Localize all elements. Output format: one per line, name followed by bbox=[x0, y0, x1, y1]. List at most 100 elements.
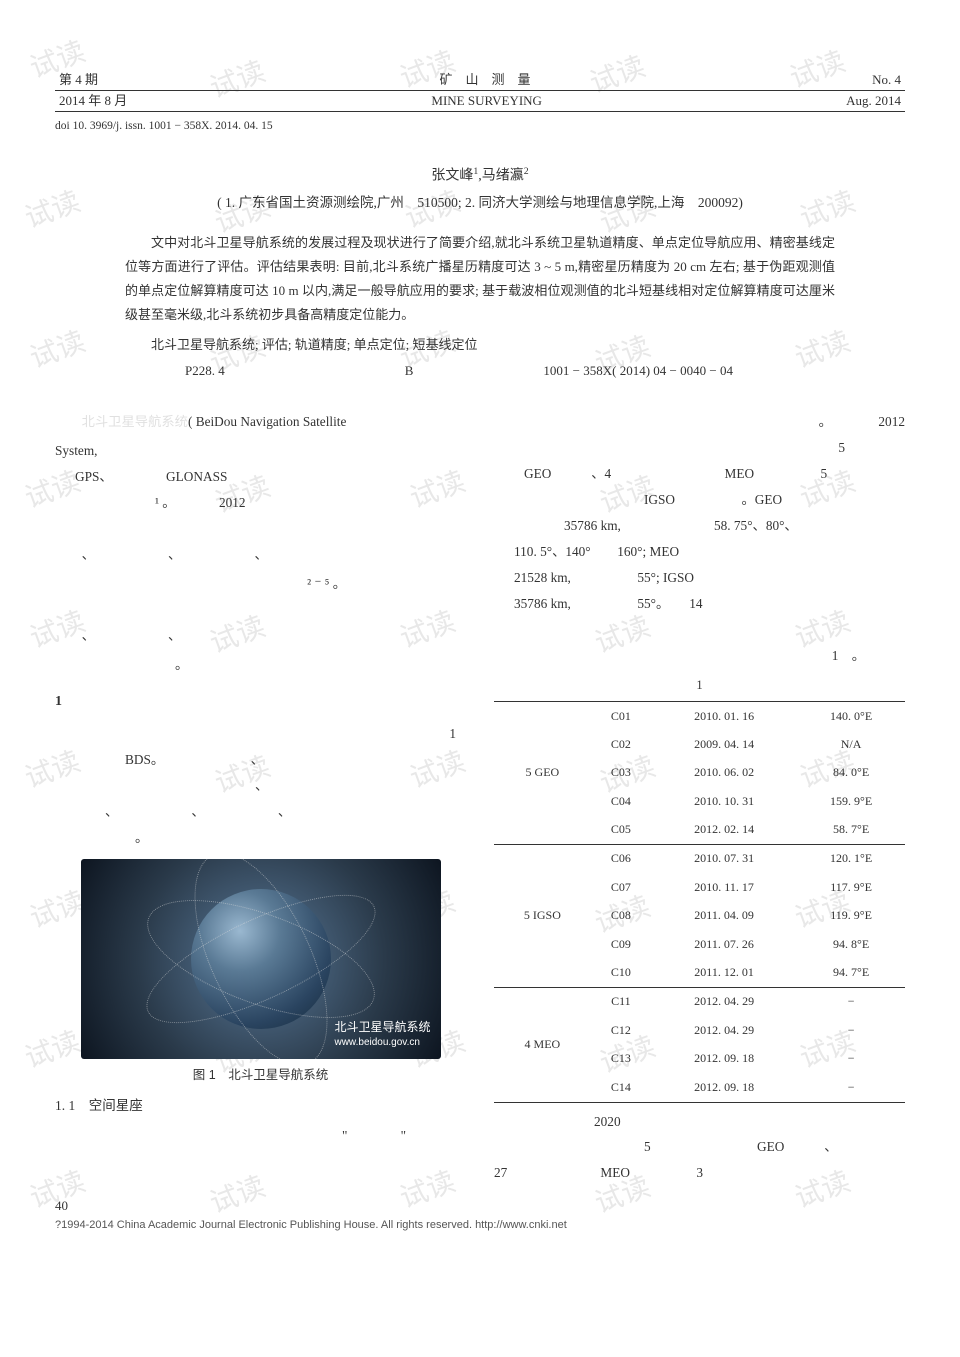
figtext2: www.beidou.gov.cn bbox=[334, 1036, 430, 1049]
para-2012: ¹ 。 2012 bbox=[55, 490, 466, 516]
table-cell: 140. 0°E bbox=[797, 702, 905, 731]
rp9: 1 。 bbox=[494, 643, 905, 669]
page-number: 40 bbox=[55, 1196, 905, 1216]
para-gps: GPS、 GLONASS bbox=[55, 464, 466, 490]
table-cell: 2010. 10. 31 bbox=[651, 787, 797, 815]
doi-line: doi 10. 3969/j. issn. 1001 − 358X. 2014.… bbox=[55, 118, 905, 135]
para-p5: BDS。 、 bbox=[55, 747, 466, 773]
r8: 35786 km, 55°。 14 bbox=[514, 596, 703, 611]
rp2: 5 bbox=[494, 435, 905, 461]
table-cell: C13 bbox=[591, 1045, 651, 1073]
body-columns: 北斗卫星导航系统( BeiDou Navigation Satellite Sy… bbox=[55, 409, 905, 1186]
table-cell: C07 bbox=[591, 873, 651, 901]
table-cell: 2011. 12. 01 bbox=[651, 959, 797, 988]
p8: 。 bbox=[135, 830, 148, 845]
p3b: 。 bbox=[175, 657, 188, 672]
table-cell: N/A bbox=[797, 730, 905, 758]
p9: " " bbox=[342, 1128, 406, 1143]
head-center2: MINE SURVEYING bbox=[431, 91, 542, 111]
table-cell: 2010. 06. 02 bbox=[651, 759, 797, 787]
r9: 1 。 bbox=[832, 648, 865, 663]
table-cell: C10 bbox=[591, 959, 651, 988]
para-p2b: ² ⁻ ⁵ 。 bbox=[55, 571, 466, 597]
table-cell: 2012. 02. 14 bbox=[651, 816, 797, 845]
p1g: 2012 bbox=[219, 495, 246, 510]
table-group-cell: 5 GEO bbox=[494, 702, 591, 845]
table-cell: 159. 9°E bbox=[797, 787, 905, 815]
figure-1-label: 图 1 北斗卫星导航系统 bbox=[55, 1063, 466, 1087]
rp5: 35786 km, 58. 75°、80°、 bbox=[494, 513, 905, 539]
subsec-1-1: 1. 1 空间星座 bbox=[55, 1093, 466, 1119]
r7: 21528 km, 55°; IGSO bbox=[514, 570, 694, 585]
para-p7: 、 、 、 bbox=[55, 799, 466, 825]
rp10: 2020 bbox=[494, 1109, 905, 1135]
table-cell: 94. 7°E bbox=[797, 959, 905, 988]
p2t: 、 、 、 bbox=[82, 547, 268, 562]
rp12: 27 MEO 3 bbox=[494, 1160, 905, 1186]
table-cell: 2012. 04. 29 bbox=[651, 987, 797, 1016]
table-cell: − bbox=[797, 1073, 905, 1102]
para-p3: 、 、 bbox=[55, 623, 466, 649]
table-row: 5 GEOC012010. 01. 16140. 0°E bbox=[494, 702, 905, 731]
page-content: 第 4 期 矿 山 测 量 No. 4 2014 年 8 月 MINE SURV… bbox=[55, 70, 905, 1216]
figtext1: 北斗卫星导航系统 bbox=[334, 1020, 430, 1036]
r1: 。 2012 bbox=[819, 414, 905, 429]
head-center1: 矿 山 测 量 bbox=[440, 70, 531, 90]
para-p8: 。 bbox=[55, 825, 466, 851]
authors: 张文峰1,马绪瀛2 bbox=[55, 165, 905, 187]
table-cell: C03 bbox=[591, 759, 651, 787]
p1b: System, bbox=[55, 438, 466, 464]
rp6: 110. 5°、140° 160°; MEO bbox=[494, 539, 905, 565]
table-cell: 2012. 09. 18 bbox=[651, 1073, 797, 1102]
rp1: 。 2012 bbox=[494, 409, 905, 435]
table-cell: C02 bbox=[591, 730, 651, 758]
r6: 110. 5°、140° 160°; MEO bbox=[514, 544, 679, 559]
running-head: 第 4 期 矿 山 测 量 No. 4 bbox=[55, 70, 905, 90]
r3a: GEO 、4 bbox=[524, 466, 611, 481]
r12: 27 MEO 3 bbox=[494, 1165, 703, 1180]
p7: 、 、 、 bbox=[105, 804, 291, 819]
rp4: IGSO 。GEO bbox=[494, 487, 905, 513]
table-cell: 94. 8°E bbox=[797, 930, 905, 958]
figure-1-image: 北斗卫星导航系统 www.beidou.gov.cn bbox=[81, 859, 441, 1059]
p6: 、 bbox=[255, 778, 268, 793]
head-right2: Aug. 2014 bbox=[846, 91, 901, 111]
rp3: GEO 、4 MEO 5 bbox=[494, 461, 905, 487]
r4: IGSO 。GEO bbox=[644, 492, 782, 507]
abstract: 文中对北斗卫星导航系统的发展过程及现状进行了简要介绍,就北斗系统卫星轨道精度、单… bbox=[55, 231, 905, 327]
p5: BDS。 、 bbox=[125, 752, 264, 767]
r11: 5 GEO 、 bbox=[644, 1139, 838, 1154]
para-p2: 、 、 、 bbox=[55, 542, 466, 568]
table-cell: 2012. 04. 29 bbox=[651, 1016, 797, 1044]
p1a: ( BeiDou Navigation Satellite bbox=[188, 414, 346, 429]
running-head-2: 2014 年 8 月 MINE SURVEYING Aug. 2014 bbox=[55, 91, 905, 111]
para-1: 北斗卫星导航系统( BeiDou Navigation Satellite bbox=[55, 409, 466, 435]
table-group-cell: 5 IGSO bbox=[494, 844, 591, 987]
table-1: 5 GEOC012010. 01. 16140. 0°EC022009. 04.… bbox=[494, 701, 905, 1102]
table-group-cell: 4 MEO bbox=[494, 987, 591, 1102]
table-cell: − bbox=[797, 987, 905, 1016]
figure-1-in-caption: 北斗卫星导航系统 www.beidou.gov.cn bbox=[334, 1020, 430, 1049]
rp-blank bbox=[494, 617, 905, 643]
cnki-footer: ?1994-2014 China Academic Journal Electr… bbox=[55, 1217, 567, 1234]
table-cell: 2009. 04. 14 bbox=[651, 730, 797, 758]
p1f: ¹ 。 bbox=[155, 495, 176, 510]
table-cell: 2012. 09. 18 bbox=[651, 1045, 797, 1073]
para-p3b: 。 bbox=[55, 652, 466, 678]
affiliations: ( 1. 广东省国土资源测绘院,广州 510500; 2. 同济大学测绘与地理信… bbox=[55, 193, 905, 213]
figure-1: 北斗卫星导航系统 www.beidou.gov.cn bbox=[81, 859, 441, 1059]
p4: 1 bbox=[449, 726, 456, 741]
table-cell: C05 bbox=[591, 816, 651, 845]
table-cell: 2010. 07. 31 bbox=[651, 844, 797, 873]
section-1: 1 bbox=[55, 688, 466, 715]
p1e: GLONASS bbox=[166, 469, 227, 484]
table-1-caption: 1 bbox=[494, 673, 905, 697]
head-right1: No. 4 bbox=[872, 70, 901, 90]
table-cell: 84. 0°E bbox=[797, 759, 905, 787]
cls-a: P228. 4 bbox=[185, 359, 225, 383]
p2b: ² ⁻ ⁵ 。 bbox=[307, 576, 346, 591]
right-column: 。 2012 5 GEO 、4 MEO 5 IGSO 。GEO 35786 km… bbox=[494, 409, 905, 1186]
table-cell: − bbox=[797, 1045, 905, 1073]
p3t: 、 、 bbox=[82, 628, 182, 643]
table-cell: − bbox=[797, 1016, 905, 1044]
